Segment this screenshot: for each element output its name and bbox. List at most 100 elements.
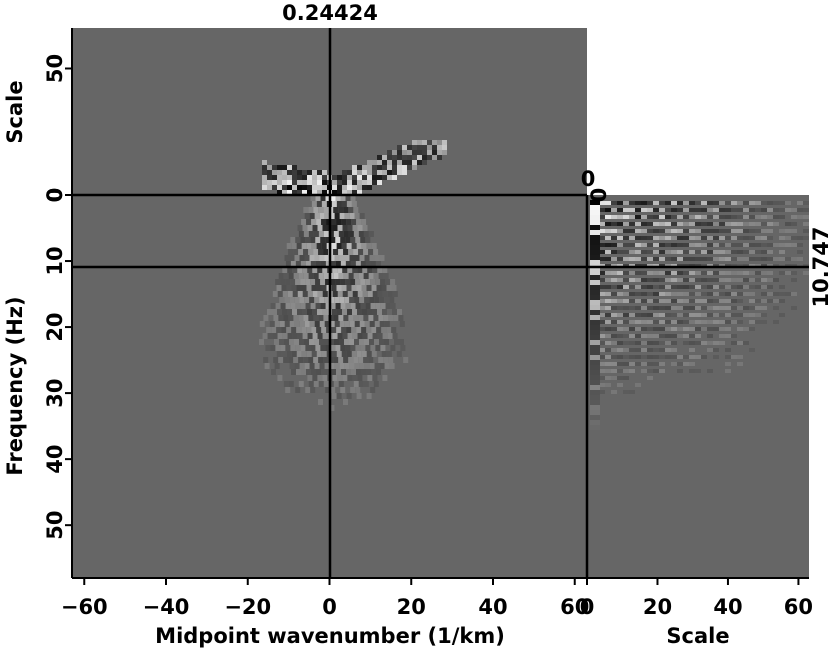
texture-cell xyxy=(412,140,417,145)
texture-cell xyxy=(590,345,600,350)
texture-cell xyxy=(296,327,302,333)
texture-cell xyxy=(302,267,308,273)
texture-cell xyxy=(779,250,785,254)
texture-cell xyxy=(345,303,351,309)
texture-cell xyxy=(372,291,378,297)
texture-cell xyxy=(779,229,785,233)
texture-cell xyxy=(683,250,689,254)
texture-cell xyxy=(380,345,386,351)
texture-cell xyxy=(303,249,309,255)
texture-cell xyxy=(605,306,611,310)
texture-cell xyxy=(590,355,600,360)
texture-cell xyxy=(713,341,719,345)
texture-cell xyxy=(689,250,695,254)
texture-cell xyxy=(731,250,737,254)
texture-cell xyxy=(599,327,605,331)
texture-cell xyxy=(671,341,677,345)
texture-cell xyxy=(387,175,392,180)
texture-cell xyxy=(341,243,347,249)
texture-cell xyxy=(360,237,366,243)
texture-cell xyxy=(323,231,329,237)
texture-cell xyxy=(350,303,356,309)
texture-cell xyxy=(342,185,347,190)
texture-cell xyxy=(383,315,389,321)
texture-cell xyxy=(302,180,307,185)
texture-cell xyxy=(737,313,743,317)
texture-cell xyxy=(323,315,329,321)
texture-cell xyxy=(275,345,281,351)
texture-cell xyxy=(290,279,296,285)
texture-cell xyxy=(363,357,369,363)
texture-cell xyxy=(340,261,346,267)
texture-cell xyxy=(322,190,327,195)
texture-cell xyxy=(683,292,689,296)
texture-cell xyxy=(272,165,277,170)
texture-cell xyxy=(357,225,363,231)
texture-cell xyxy=(623,229,629,233)
texture-cell xyxy=(743,327,749,331)
texture-cell xyxy=(671,257,677,261)
cursor-y-value: 10.747 xyxy=(809,226,832,307)
texture-cell xyxy=(313,249,319,255)
texture-cell xyxy=(332,185,337,190)
texture-cell xyxy=(689,320,695,324)
texture-cell xyxy=(288,249,294,255)
texture-cell xyxy=(332,190,337,195)
texture-cell xyxy=(290,345,296,351)
texture-cell xyxy=(309,321,315,327)
texture-cell xyxy=(381,285,387,291)
texture-cell xyxy=(432,155,437,160)
texture-cell xyxy=(683,201,689,205)
texture-cell xyxy=(803,222,809,226)
texture-cell xyxy=(442,145,447,150)
texture-cell xyxy=(791,278,797,282)
texture-cell xyxy=(611,390,617,394)
texture-cell xyxy=(304,297,310,303)
texture-cell xyxy=(371,369,376,375)
texture-cell xyxy=(319,339,324,345)
texture-cell xyxy=(304,255,310,261)
texture-cell xyxy=(689,257,695,261)
texture-cell xyxy=(629,390,635,394)
texture-cell xyxy=(338,381,344,387)
texture-cell xyxy=(707,369,713,373)
texture-cell xyxy=(647,313,653,317)
texture-cell xyxy=(391,327,397,333)
texture-cell xyxy=(590,245,600,250)
texture-cell xyxy=(785,271,791,275)
texture-cell xyxy=(325,345,331,351)
texture-cell xyxy=(297,309,302,315)
texture-cell xyxy=(605,285,611,289)
texture-cell xyxy=(302,175,307,180)
texture-cell xyxy=(297,225,303,231)
texture-cell xyxy=(653,229,659,233)
texture-cell xyxy=(707,201,713,205)
texture-cell xyxy=(304,363,310,369)
texture-cell xyxy=(731,229,737,233)
texture-cell xyxy=(599,229,605,233)
texture-cell xyxy=(677,215,683,219)
texture-cell xyxy=(629,334,635,338)
texture-cell xyxy=(372,180,377,185)
texture-cell xyxy=(665,299,671,303)
texture-cell xyxy=(373,381,379,387)
texture-cell xyxy=(707,215,713,219)
texture-cell xyxy=(325,279,331,285)
texture-cell xyxy=(767,292,773,296)
texture-cell xyxy=(653,362,659,366)
texture-cell xyxy=(590,425,600,430)
texture-cell xyxy=(701,320,707,324)
texture-cell xyxy=(298,273,304,279)
texture-cell xyxy=(303,273,309,279)
texture-cell xyxy=(301,327,307,333)
texture-cell xyxy=(767,271,773,275)
texture-cell xyxy=(635,257,641,261)
texture-cell xyxy=(292,175,297,180)
texture-cell xyxy=(285,345,291,351)
texture-cell xyxy=(659,229,665,233)
texture-cell xyxy=(364,339,369,345)
texture-cell xyxy=(272,175,277,180)
texture-cell xyxy=(331,285,337,291)
texture-cell xyxy=(725,348,731,352)
texture-cell xyxy=(287,175,292,180)
